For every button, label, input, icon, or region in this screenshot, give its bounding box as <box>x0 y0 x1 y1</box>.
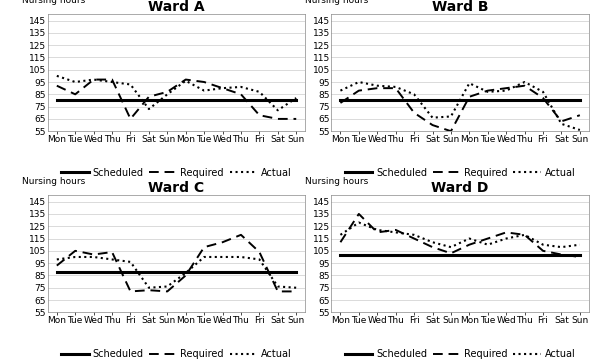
Legend: Scheduled, Required, Actual: Scheduled, Required, Actual <box>341 164 579 182</box>
Title: Ward A: Ward A <box>148 0 205 14</box>
Legend: Scheduled, Required, Actual: Scheduled, Required, Actual <box>341 345 579 359</box>
Text: Nursing hours: Nursing hours <box>22 177 85 186</box>
Text: Nursing hours: Nursing hours <box>305 0 369 5</box>
Title: Ward C: Ward C <box>149 182 205 196</box>
Legend: Scheduled, Required, Actual: Scheduled, Required, Actual <box>58 164 296 182</box>
Text: Nursing hours: Nursing hours <box>305 177 369 186</box>
Title: Ward B: Ward B <box>432 0 488 14</box>
Text: Nursing hours: Nursing hours <box>22 0 85 5</box>
Legend: Scheduled, Required, Actual: Scheduled, Required, Actual <box>58 345 296 359</box>
Title: Ward D: Ward D <box>431 182 489 196</box>
